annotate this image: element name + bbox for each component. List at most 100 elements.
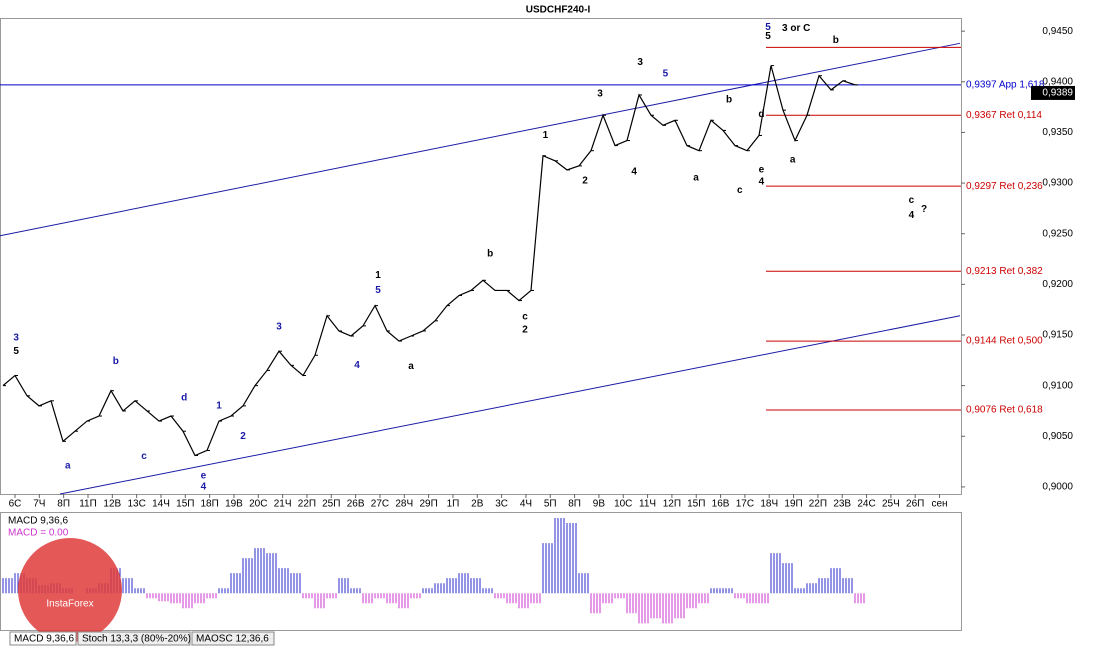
tab bbox=[77, 631, 191, 646]
y-tick-label: 0,9050 bbox=[1042, 431, 1073, 442]
x-tick-label: 2В bbox=[471, 499, 484, 510]
x-tick-label: 27С bbox=[371, 499, 389, 510]
wave-label: 3 bbox=[13, 333, 19, 344]
channel-line bbox=[0, 42, 961, 237]
wave-label: e bbox=[201, 470, 207, 481]
x-tick-label: 22П bbox=[298, 499, 316, 510]
price-line bbox=[2, 65, 856, 457]
wave-label: a bbox=[790, 154, 796, 165]
wave-label: 4 bbox=[201, 482, 207, 493]
x-tick-label: 10С bbox=[614, 499, 632, 510]
x-tick-label: 29П bbox=[419, 499, 437, 510]
wave-label: 5 bbox=[13, 346, 19, 357]
x-tick-label: 5П bbox=[544, 499, 557, 510]
y-tick-label: 0,9350 bbox=[1042, 127, 1073, 138]
tab bbox=[191, 631, 275, 646]
wave-label: 1 bbox=[375, 270, 381, 281]
wave-label: 1 bbox=[543, 130, 549, 141]
y-tick-label: 0,9400 bbox=[1042, 76, 1073, 87]
wave-label: b bbox=[487, 249, 493, 260]
macd-title: MACD 9,36,6 bbox=[8, 516, 68, 527]
wave-label: ? bbox=[921, 204, 927, 215]
y-tick-label: 0,9450 bbox=[1042, 26, 1073, 37]
level-label: 0,9076 Ret 0,618 bbox=[966, 405, 1043, 416]
x-tick-label: 20С bbox=[249, 499, 267, 510]
x-tick-label: 19В bbox=[225, 499, 243, 510]
watermark-text: InstaForex bbox=[46, 599, 93, 610]
y-tick-label: 0,9150 bbox=[1042, 330, 1073, 341]
y-tick-label: 0,9300 bbox=[1042, 178, 1073, 189]
wave-label: d bbox=[758, 109, 764, 120]
x-tick-label: 26П bbox=[906, 499, 924, 510]
wave-label: 3 bbox=[597, 89, 603, 100]
level-label: 0,9144 Ret 0,500 bbox=[966, 336, 1043, 347]
y-tick-label: 0,9100 bbox=[1042, 380, 1073, 391]
tab-label: MAOSC 12,36,6 bbox=[196, 634, 269, 645]
current-price-box bbox=[1031, 85, 1075, 100]
wave-label: c bbox=[141, 451, 147, 462]
x-tick-label: 25П bbox=[322, 499, 340, 510]
tab-label: MACD 9,36,6 bbox=[14, 634, 74, 645]
wave-label: 4 bbox=[631, 167, 637, 178]
y-tick-label: 0,9250 bbox=[1042, 228, 1073, 239]
wave-label: c bbox=[909, 195, 915, 206]
wave-label: 1 bbox=[216, 401, 222, 412]
x-tick-label: 12П bbox=[663, 499, 681, 510]
price-frame bbox=[0, 18, 962, 495]
wave-label: 2 bbox=[522, 325, 528, 336]
wave-label: b bbox=[113, 356, 119, 367]
x-tick-label: 15П bbox=[687, 499, 705, 510]
x-tick-label: 28Ч bbox=[395, 499, 413, 510]
macd-frame bbox=[0, 512, 962, 631]
x-tick-label: 9В bbox=[593, 499, 606, 510]
x-tick-label: 21Ч bbox=[274, 499, 292, 510]
y-tick-label: 0,9000 bbox=[1042, 482, 1073, 493]
x-tick-label: сен bbox=[931, 499, 947, 510]
wave-label: 5 bbox=[765, 22, 771, 33]
x-tick-label: 7Ч bbox=[33, 499, 45, 510]
wave-label: 5 bbox=[765, 31, 771, 42]
level-label: 0,9367 Ret 0,114 bbox=[966, 110, 1042, 121]
x-tick-label: 23В bbox=[833, 499, 851, 510]
wave-label: a bbox=[65, 460, 71, 471]
x-tick-label: 14Ч bbox=[152, 499, 170, 510]
wave-label: b bbox=[726, 95, 732, 106]
wave-label: e bbox=[759, 165, 765, 176]
x-tick-label: 16В bbox=[712, 499, 730, 510]
wave-label: 5 bbox=[663, 68, 669, 79]
wave-label: c bbox=[737, 185, 743, 196]
wave-label: 2 bbox=[582, 176, 588, 187]
tab-label: Stoch 13,3,3 (80%-20%) bbox=[82, 634, 191, 645]
watermark: InstaForex bbox=[18, 538, 122, 642]
x-tick-label: 24С bbox=[857, 499, 875, 510]
wave-label: 3 bbox=[276, 322, 282, 333]
y-tick-label: 0,9200 bbox=[1042, 279, 1073, 290]
wave-label: 5 bbox=[375, 285, 381, 296]
x-tick-label: 17С bbox=[736, 499, 754, 510]
x-tick-label: 11Ч bbox=[639, 499, 656, 510]
wave-label: d bbox=[181, 392, 187, 403]
wave-label: 2 bbox=[240, 431, 246, 442]
x-tick-label: 19П bbox=[784, 499, 802, 510]
x-tick-label: 3С bbox=[495, 499, 508, 510]
x-tick-label: 15П bbox=[176, 499, 194, 510]
current-price-label: 0,9389 bbox=[1042, 88, 1073, 99]
x-tick-label: 22П bbox=[809, 499, 827, 510]
chart-title: USDCHF240-I bbox=[526, 5, 591, 16]
level-label: 0,9213 Ret 0,382 bbox=[966, 266, 1043, 277]
macd-readout: MACD = 0.00 bbox=[8, 528, 69, 539]
watermark-badge bbox=[18, 538, 122, 642]
channel-line bbox=[59, 315, 961, 495]
tab bbox=[9, 631, 77, 646]
x-tick-label: 4Ч bbox=[520, 499, 532, 510]
x-tick-label: 25Ч bbox=[882, 499, 900, 510]
x-tick-label: 13С bbox=[127, 499, 145, 510]
x-tick-label: 12В bbox=[103, 499, 121, 510]
wave-label: a bbox=[693, 173, 699, 184]
wave-label: c bbox=[522, 311, 528, 322]
wave-label: 4 bbox=[354, 360, 360, 371]
wave-label: 4 bbox=[909, 210, 915, 221]
wave-label: a bbox=[408, 361, 414, 372]
